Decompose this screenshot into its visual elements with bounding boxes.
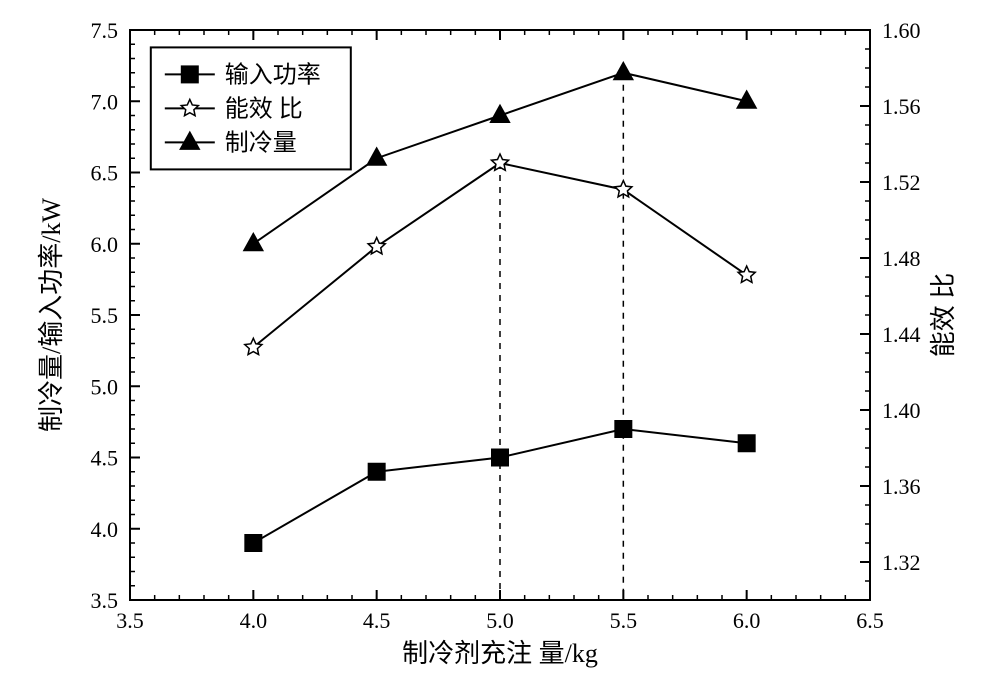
y-right-tick-label: 1.48 bbox=[882, 246, 921, 271]
y-left-tick-label: 4.0 bbox=[91, 517, 119, 542]
y-right-tick-label: 1.60 bbox=[882, 18, 921, 43]
legend-label: 制冷量 bbox=[225, 129, 297, 156]
square-marker bbox=[245, 535, 261, 551]
y-right-tick-label: 1.40 bbox=[882, 398, 921, 423]
square-marker bbox=[492, 450, 508, 466]
legend-label: 能效 比 bbox=[225, 95, 303, 122]
y-left-tick-label: 6.5 bbox=[91, 161, 119, 186]
x-tick-label: 6.0 bbox=[733, 608, 761, 633]
x-axis-label: 制冷剂充注 量/kg bbox=[402, 639, 598, 668]
y-left-tick-label: 7.5 bbox=[91, 18, 119, 43]
square-marker bbox=[369, 464, 385, 480]
triangle-marker bbox=[244, 234, 262, 250]
x-tick-label: 4.0 bbox=[240, 608, 268, 633]
y-right-tick-label: 1.36 bbox=[882, 474, 921, 499]
triangle-marker bbox=[614, 63, 632, 79]
y-right-tick-label: 1.32 bbox=[882, 550, 921, 575]
y-left-tick-label: 5.0 bbox=[91, 374, 119, 399]
x-tick-label: 3.5 bbox=[116, 608, 144, 633]
y-right-tick-label: 1.52 bbox=[882, 170, 921, 195]
y-right-axis-label: 能效 比 bbox=[929, 273, 958, 358]
star-marker bbox=[738, 266, 755, 282]
x-tick-label: 4.5 bbox=[363, 608, 391, 633]
legend-label: 输入功率 bbox=[225, 61, 321, 88]
y-left-tick-label: 7.0 bbox=[91, 89, 119, 114]
x-tick-label: 5.5 bbox=[610, 608, 638, 633]
square-marker bbox=[739, 435, 755, 451]
x-tick-label: 5.0 bbox=[486, 608, 514, 633]
chart-svg: 3.5 4.0 4.5 5.0 5.5 6.0 6.5 3.5 4.0 4.5 5.0 5.5 6.0 6… bbox=[0, 0, 1000, 693]
y-right-tick-label: 1.56 bbox=[882, 94, 921, 119]
x-tick-label: 6.5 bbox=[856, 608, 884, 633]
y-left-tick-label: 4.5 bbox=[91, 446, 119, 471]
square-marker bbox=[182, 66, 198, 82]
chart-container: 3.5 4.0 4.5 5.0 5.5 6.0 6.5 3.5 4.0 4.5 5.0 5.5 6.0 6… bbox=[0, 0, 1000, 693]
y-right-tick-label: 1.44 bbox=[882, 322, 921, 347]
y-left-tick-label: 3.5 bbox=[91, 588, 119, 613]
y-left-tick-label: 6.0 bbox=[91, 232, 119, 257]
y-left-tick-label: 5.5 bbox=[91, 303, 119, 328]
star-marker bbox=[245, 338, 262, 354]
y-left-axis-label: 制冷量/输入功率/kW bbox=[37, 198, 66, 432]
square-marker bbox=[615, 421, 631, 437]
